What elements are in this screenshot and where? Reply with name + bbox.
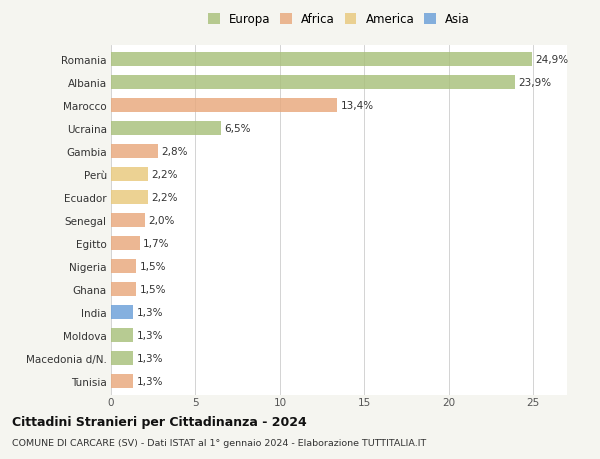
Text: 24,9%: 24,9% [535, 55, 568, 65]
Bar [111, 328, 133, 342]
Text: 6,5%: 6,5% [224, 123, 251, 134]
Bar [111, 351, 133, 365]
Text: 2,2%: 2,2% [152, 169, 178, 179]
Text: 1,7%: 1,7% [143, 238, 170, 248]
Text: 13,4%: 13,4% [341, 101, 374, 111]
Legend: Europa, Africa, America, Asia: Europa, Africa, America, Asia [208, 13, 470, 26]
Bar [111, 122, 221, 135]
Bar [111, 305, 133, 319]
Text: 1,3%: 1,3% [136, 353, 163, 363]
Text: 1,3%: 1,3% [136, 376, 163, 386]
Text: 2,8%: 2,8% [161, 146, 188, 157]
Bar [111, 236, 140, 250]
Text: 1,5%: 1,5% [140, 261, 166, 271]
Bar [111, 259, 136, 273]
Bar [111, 99, 337, 112]
Bar [111, 213, 145, 227]
Text: 1,3%: 1,3% [136, 307, 163, 317]
Text: COMUNE DI CARCARE (SV) - Dati ISTAT al 1° gennaio 2024 - Elaborazione TUTTITALIA: COMUNE DI CARCARE (SV) - Dati ISTAT al 1… [12, 438, 426, 448]
Text: 2,2%: 2,2% [152, 192, 178, 202]
Bar [111, 53, 532, 67]
Bar [111, 282, 136, 296]
Text: Cittadini Stranieri per Cittadinanza - 2024: Cittadini Stranieri per Cittadinanza - 2… [12, 415, 307, 428]
Text: 2,0%: 2,0% [148, 215, 175, 225]
Bar [111, 168, 148, 181]
Text: 1,5%: 1,5% [140, 284, 166, 294]
Text: 1,3%: 1,3% [136, 330, 163, 340]
Bar [111, 76, 515, 90]
Bar [111, 374, 133, 388]
Text: 23,9%: 23,9% [518, 78, 551, 88]
Bar [111, 190, 148, 204]
Bar [111, 145, 158, 158]
